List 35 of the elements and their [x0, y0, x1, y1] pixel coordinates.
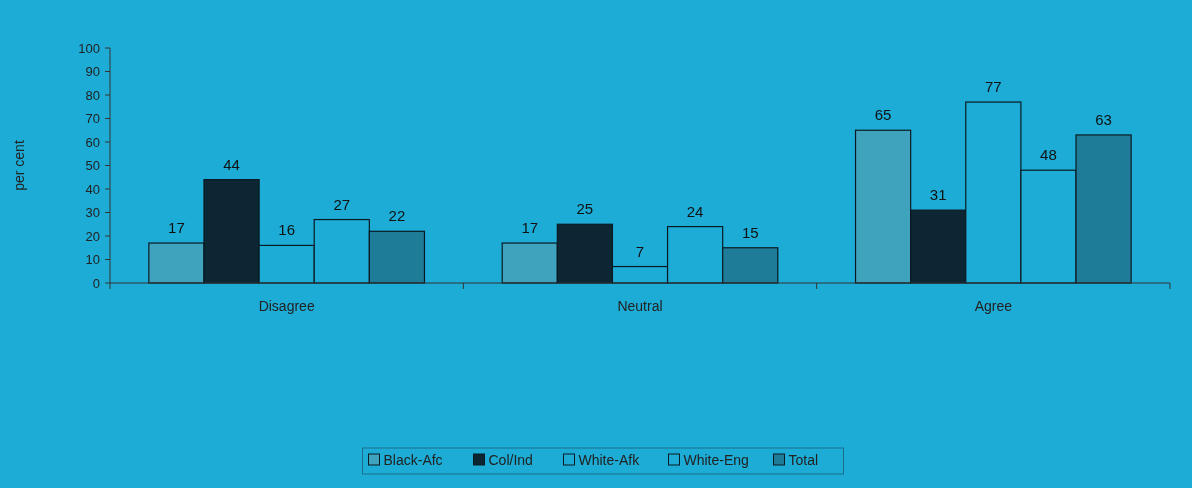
data-label: 22 [388, 207, 406, 225]
y-tick-label: 80 [85, 87, 100, 103]
data-label: 17 [168, 219, 185, 237]
data-label: 25 [576, 200, 594, 218]
y-tick-label: 70 [85, 111, 100, 127]
y-tick-label: 50 [85, 158, 100, 174]
data-label: 15 [741, 223, 759, 241]
y-tick-label: 10 [85, 252, 100, 268]
data-label: 31 [929, 186, 947, 204]
data-label: 7 [635, 242, 645, 260]
data-label: 44 [223, 155, 240, 173]
data-label: 65 [874, 106, 892, 124]
data-label: 48 [1040, 146, 1057, 164]
x-tick-label: Disagree [258, 298, 315, 314]
legend-label: White-Eng [683, 452, 749, 468]
y-tick-label: 90 [85, 64, 100, 80]
data-label: 17 [521, 219, 539, 237]
legend-label: Total [788, 452, 819, 468]
x-tick-label: Agree [974, 298, 1013, 314]
y-tick-label: 40 [85, 181, 100, 197]
y-tick-label: 100 [78, 40, 100, 56]
legend-label: Black-Afc [383, 452, 443, 468]
y-tick-label: 60 [85, 134, 100, 150]
y-tick-label: 20 [85, 228, 100, 244]
data-label: 77 [984, 78, 1002, 96]
y-tick-label: 0 [92, 275, 100, 291]
data-label: 27 [333, 195, 351, 213]
legend-label: White-Afk [578, 452, 641, 468]
x-tick-label: Neutral [617, 298, 663, 314]
y-tick-label: 30 [85, 205, 100, 221]
data-label: 63 [1095, 110, 1112, 128]
y-axis-title: per cent [11, 140, 27, 191]
legend-label: Col/Ind [488, 452, 533, 468]
data-label: 16 [278, 221, 296, 239]
data-label: 24 [686, 202, 704, 220]
